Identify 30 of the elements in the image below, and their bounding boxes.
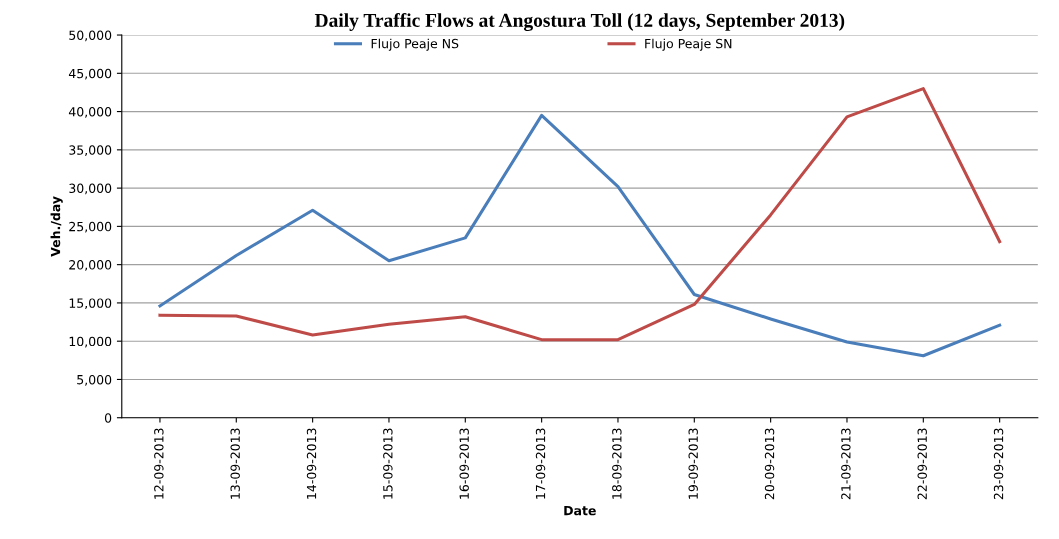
x-tick-label: 19-09-2013 (688, 428, 698, 499)
x-axis-title: Date (564, 506, 596, 516)
line-series (158, 87, 1002, 342)
x-tick-label: 21-09-2013 (841, 428, 851, 500)
y-tick-label: 20,000 (69, 260, 112, 271)
x-tick-label: 20-09-2013 (764, 428, 775, 500)
y-tick-label: 40,000 (68, 107, 112, 118)
x-tick-label: 12-09-2013 (154, 428, 164, 499)
y-axis-title: Veh./day (50, 196, 63, 257)
y-tick-label: 25,000 (69, 221, 112, 233)
y-tick-label: 10,000 (69, 336, 112, 348)
y-tick-label: 35,000 (69, 145, 112, 157)
chart-title: Daily Traffic Flows at Angostura Toll (12 days, September 2013) (314, 13, 845, 31)
x-tick-label: 22-09-2013 (917, 428, 927, 500)
y-tick-label: 15,000 (69, 298, 112, 310)
y-tick-label: 30,000 (69, 183, 112, 195)
x-tick-label: 14-09-2013 (306, 428, 317, 499)
x-tick-label: 15-09-2013 (383, 428, 393, 499)
legend-label: Flujo Peaje NS (371, 38, 459, 51)
x-tick-label: 23-09-2013 (993, 428, 1004, 500)
legend-label: Flujo Peaje SN (645, 38, 732, 51)
y-tick-label: 0 (104, 413, 112, 423)
y-tick-label: 5,000 (77, 374, 112, 386)
x-tick-label: 16-09-2013 (459, 428, 469, 499)
y-tick-label: 50,000 (69, 30, 112, 42)
line-series (158, 113, 1002, 358)
x-tick-label: 18-09-2013 (612, 428, 622, 499)
y-tick-label: 45,000 (68, 68, 112, 80)
x-tick-label: 17-09-2013 (535, 428, 546, 499)
x-tick-label: 13-09-2013 (230, 428, 240, 499)
